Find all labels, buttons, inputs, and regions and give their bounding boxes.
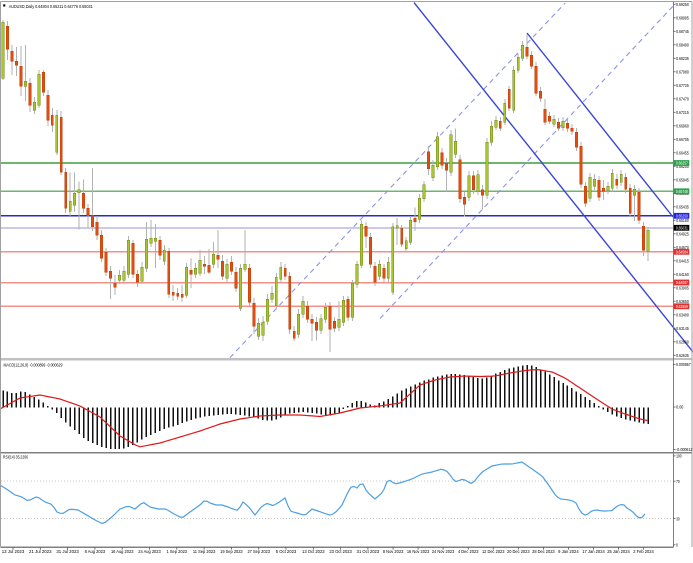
svg-text:0.65945: 0.65945	[676, 178, 689, 183]
svg-text:0.64415: 0.64415	[676, 259, 689, 264]
svg-text:0.65748: 0.65748	[676, 189, 689, 194]
svg-text:20 Dec 2023: 20 Dec 2023	[507, 549, 530, 554]
svg-text:0.62890: 0.62890	[676, 340, 689, 345]
svg-text:9 Jan 2024: 9 Jan 2024	[558, 549, 579, 554]
svg-text:0.000867: 0.000867	[676, 362, 691, 367]
svg-text:12 Dec 2023: 12 Dec 2023	[482, 549, 505, 554]
svg-text:MACD(12,26,9) -0.000899 -0.000: MACD(12,26,9) -0.000899 -0.000629	[4, 363, 63, 368]
svg-text:0.63650: 0.63650	[676, 299, 689, 304]
svg-text:0.66455: 0.66455	[676, 151, 689, 156]
svg-text:0.64584: 0.64584	[676, 249, 689, 254]
svg-text:0.69250: 0.69250	[676, 2, 689, 7]
svg-text:0.62635: 0.62635	[676, 353, 689, 358]
svg-text:AUDUSD,Daily 0.64804 0.65211: AUDUSD,Daily 0.64804 0.65211 0.64776 0.6…	[9, 4, 93, 9]
svg-text:100: 100	[676, 454, 682, 459]
svg-text:0.66705: 0.66705	[676, 137, 689, 142]
svg-text:30: 30	[676, 516, 680, 521]
svg-text:19 Sep 2023: 19 Sep 2023	[220, 549, 243, 554]
svg-text:13 Jul 2023: 13 Jul 2023	[2, 549, 25, 554]
svg-text:0.66960: 0.66960	[676, 124, 689, 129]
svg-text:5 Oct 2023: 5 Oct 2023	[276, 549, 297, 554]
svg-text:28 Dec 2023: 28 Dec 2023	[532, 549, 555, 554]
svg-text:0.65250: 0.65250	[676, 213, 689, 218]
svg-text:RSI(14) 35.2206: RSI(14) 35.2206	[3, 455, 28, 460]
svg-text:0.65031: 0.65031	[676, 225, 689, 230]
svg-text:0.65435: 0.65435	[676, 205, 689, 210]
svg-text:31 Jul 2023: 31 Jul 2023	[56, 549, 79, 554]
svg-text:0.63905: 0.63905	[676, 286, 689, 291]
svg-text:8 Nov 2023: 8 Nov 2023	[383, 549, 404, 554]
svg-text:25 Jan 2024: 25 Jan 2024	[607, 549, 630, 554]
svg-text:0.64670: 0.64670	[676, 245, 689, 250]
svg-text:0.68235: 0.68235	[676, 56, 689, 61]
svg-text:13 Oct 2023: 13 Oct 2023	[302, 549, 325, 554]
svg-text:31 Oct 2023: 31 Oct 2023	[357, 549, 380, 554]
svg-text:0.67980: 0.67980	[676, 70, 689, 75]
svg-text:0.66200: 0.66200	[676, 164, 689, 169]
svg-text:0.63400: 0.63400	[676, 313, 689, 318]
svg-text:0: 0	[676, 543, 678, 548]
svg-text:8 Aug 2023: 8 Aug 2023	[85, 549, 106, 554]
svg-text:0.64925: 0.64925	[676, 232, 689, 237]
svg-text:0.66257: 0.66257	[676, 161, 689, 166]
svg-text:24 Nov 2023: 24 Nov 2023	[432, 549, 455, 554]
svg-text:11 Sep 2023: 11 Sep 2023	[193, 549, 216, 554]
svg-text:27 Sep 2023: 27 Sep 2023	[247, 549, 270, 554]
svg-text:2 Feb 2024: 2 Feb 2024	[633, 549, 654, 554]
svg-text:0.64160: 0.64160	[676, 272, 689, 277]
svg-text:24 Aug 2023: 24 Aug 2023	[138, 549, 161, 554]
svg-text:0.00: 0.00	[676, 405, 684, 410]
svg-text:70: 70	[676, 479, 680, 484]
svg-text:17 Jan 2024: 17 Jan 2024	[582, 549, 605, 554]
svg-text:21 Jul 2023: 21 Jul 2023	[29, 549, 52, 554]
svg-text:0.67470: 0.67470	[676, 97, 689, 102]
svg-text:-0.000612: -0.000612	[676, 447, 693, 452]
svg-text:0.68995: 0.68995	[676, 16, 689, 21]
svg-text:1 Sep 2023: 1 Sep 2023	[167, 549, 188, 554]
svg-text:0.65180: 0.65180	[676, 218, 689, 223]
svg-text:16 Nov 2023: 16 Nov 2023	[407, 549, 430, 554]
svg-text:0.63145: 0.63145	[676, 326, 689, 331]
svg-text:0.64007: 0.64007	[676, 280, 689, 285]
svg-text:0.67215: 0.67215	[676, 110, 689, 115]
svg-text:0.68745: 0.68745	[676, 29, 689, 34]
svg-text:0.63559: 0.63559	[676, 304, 689, 309]
svg-text:4 Dec 2023: 4 Dec 2023	[458, 549, 479, 554]
svg-text:16 Aug 2023: 16 Aug 2023	[111, 549, 134, 554]
svg-text:0.68490: 0.68490	[676, 43, 689, 48]
svg-text:23 Oct 2023: 23 Oct 2023	[329, 549, 352, 554]
svg-text:0.67725: 0.67725	[676, 83, 689, 88]
